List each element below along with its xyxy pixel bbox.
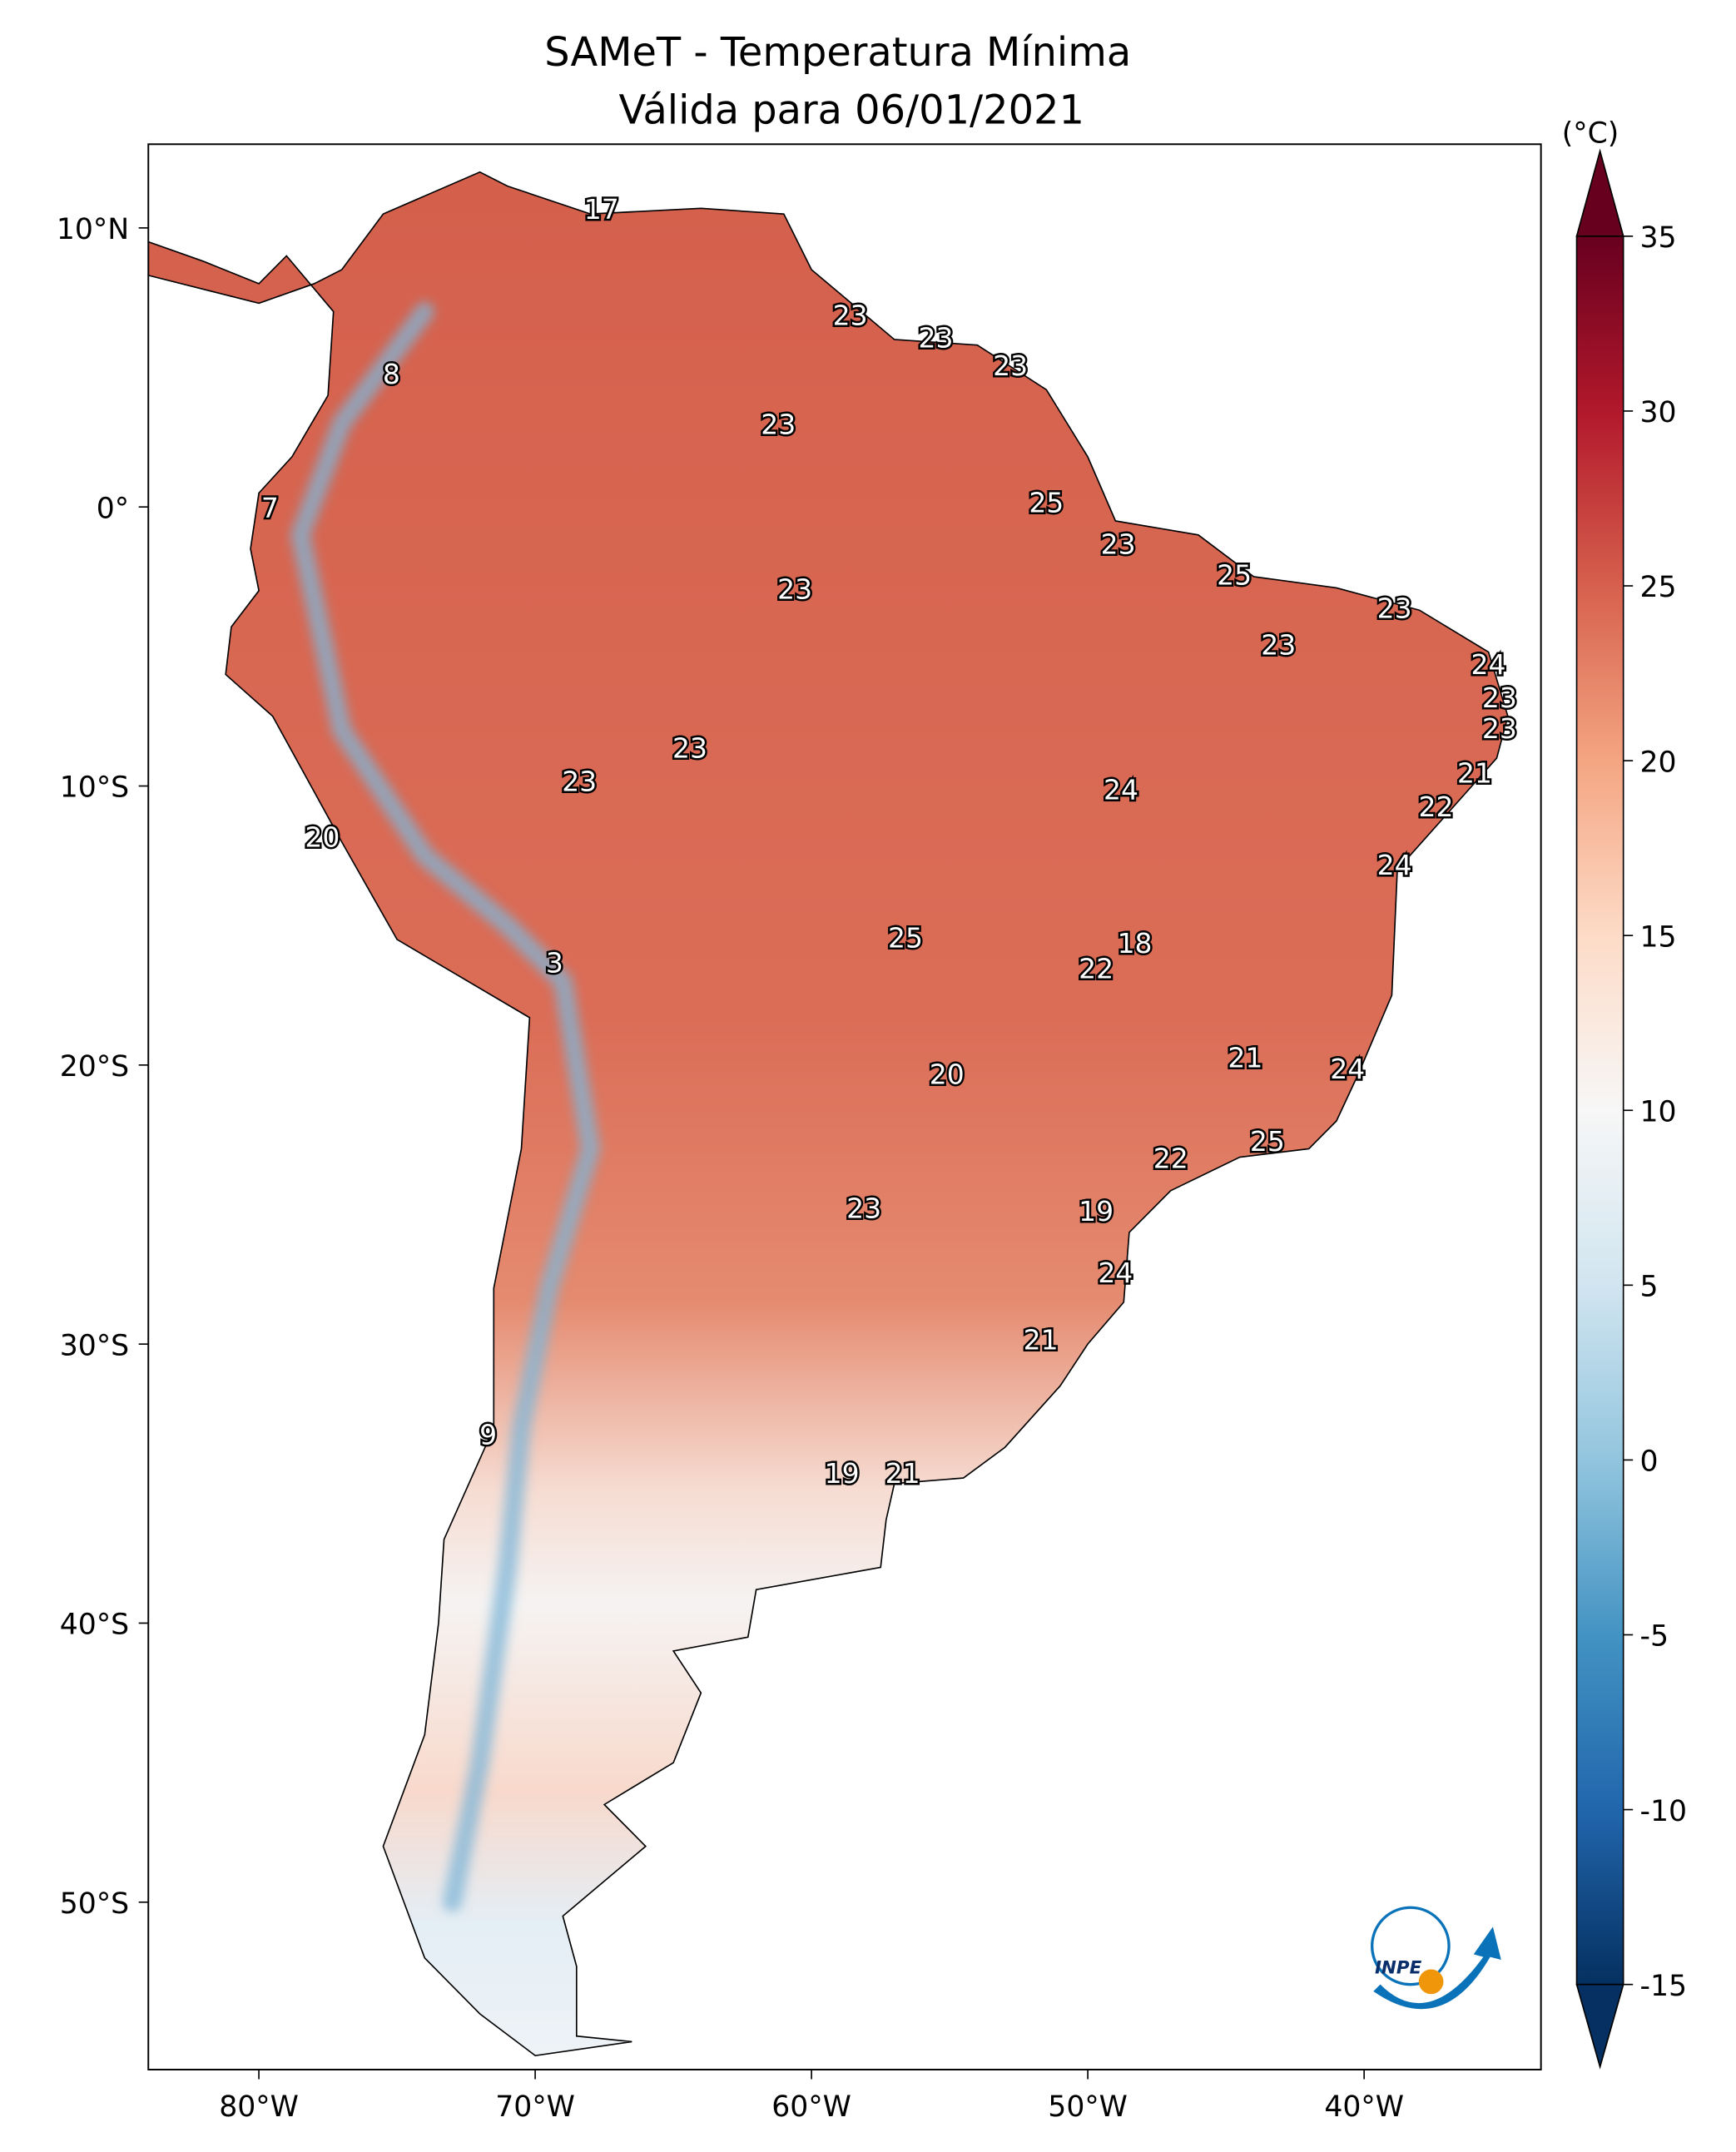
- temperature-label: 7: [261, 492, 279, 524]
- temperature-label: 23: [777, 573, 812, 605]
- temperature-label: 24: [1104, 774, 1138, 806]
- temperature-label: 23: [833, 300, 868, 332]
- temperature-label: 23: [919, 322, 954, 355]
- temperature-label: 18: [1118, 927, 1153, 959]
- colorbar-tick-label: -15: [1639, 1970, 1687, 2003]
- temperature-label: 24: [1330, 1053, 1365, 1085]
- temperature-label: 21: [1024, 1323, 1059, 1356]
- colorbar-ticks: 35 30 25 20 15 10 5 0 -5 -10 -15: [1623, 221, 1687, 2003]
- temperature-label: 23: [672, 731, 707, 764]
- longitude-ticks: 80°W 70°W 60°W 50°W 40°W: [219, 2069, 1404, 2124]
- temperature-label: 20: [930, 1059, 965, 1091]
- temperature-label: 24: [1471, 648, 1506, 681]
- lat-tick-label: 20°S: [60, 1050, 129, 1083]
- temperature-label: 21: [1228, 1042, 1262, 1074]
- colorbar-unit: (°C): [1562, 117, 1619, 151]
- map-panel: 1787232323232523252323232423232122242423…: [148, 171, 1519, 2057]
- lat-tick-label: 10°N: [57, 213, 129, 246]
- latitude-ticks: 10°N 0° 10°S 20°S 30°S 40°S 50°S: [57, 213, 149, 1921]
- temperature-label: 23: [1261, 628, 1296, 661]
- lat-tick-label: 40°S: [60, 1609, 129, 1642]
- lat-tick-label: 0°: [97, 492, 129, 525]
- colorbar-body: [1575, 236, 1624, 1986]
- colorbar: (°C) 35 30 25 20 15 10 5 0 -5 -10 -15: [1562, 117, 1687, 2070]
- temperature-label: 22: [1079, 952, 1114, 984]
- temperature-label: 23: [1101, 528, 1136, 561]
- temperature-label: 23: [562, 766, 597, 798]
- colorbar-tick-label: 30: [1639, 396, 1676, 429]
- temperature-label: 3: [546, 947, 563, 979]
- colorbar-tick-label: 20: [1639, 746, 1676, 779]
- temperature-label: 20: [305, 821, 340, 854]
- title-line-1: SAMeT - Temperatura Mínima: [544, 30, 1131, 76]
- temperature-label: 19: [825, 1457, 860, 1490]
- inpe-logo-text: INPE: [1375, 1957, 1422, 1978]
- temperature-label: 23: [1482, 682, 1517, 714]
- temperature-label: 23: [846, 1193, 881, 1225]
- colorbar-tick-label: 0: [1639, 1445, 1658, 1479]
- south-america-land: [148, 171, 1509, 2057]
- colorbar-tick-label: 10: [1639, 1095, 1676, 1128]
- title-line-2: Válida para 06/01/2021: [618, 88, 1084, 134]
- lon-tick-label: 50°W: [1048, 2090, 1128, 2124]
- lon-tick-label: 70°W: [495, 2090, 575, 2124]
- temperature-label: 25: [1217, 559, 1252, 592]
- colorbar-tick-label: -10: [1639, 1795, 1687, 1828]
- colorbar-tick-label: 5: [1639, 1271, 1658, 1304]
- colorbar-tick-label: 35: [1639, 221, 1676, 255]
- temperature-label: 25: [888, 921, 923, 954]
- temperature-label: 22: [1418, 791, 1453, 823]
- colorbar-max-extend: [1575, 148, 1624, 237]
- temperature-label: 23: [1377, 593, 1412, 625]
- lat-tick-label: 10°S: [60, 771, 129, 805]
- temperature-label: 19: [1079, 1195, 1114, 1227]
- temperature-label: 23: [993, 350, 1028, 382]
- lat-tick-label: 30°S: [60, 1329, 129, 1362]
- lon-tick-label: 40°W: [1324, 2090, 1404, 2124]
- temperature-label: 24: [1098, 1257, 1133, 1289]
- colorbar-tick-label: 25: [1639, 571, 1676, 604]
- temperature-label: 17: [584, 193, 619, 226]
- temperature-label: 21: [885, 1457, 920, 1490]
- lon-tick-label: 80°W: [219, 2090, 299, 2124]
- temperature-label: 23: [1482, 712, 1517, 745]
- lon-tick-label: 60°W: [771, 2090, 851, 2124]
- station-labels: 1787232323232523252323232423232122242423…: [259, 191, 1519, 1492]
- colorbar-min-extend: [1575, 1983, 1624, 2070]
- andes-cold-band: [290, 301, 601, 1912]
- colorbar-tick-label: 15: [1639, 920, 1676, 954]
- temperature-label: 23: [761, 408, 796, 440]
- temperature-label: 9: [479, 1418, 497, 1450]
- temperature-label: 25: [1029, 486, 1064, 518]
- temperature-label: 22: [1153, 1142, 1188, 1174]
- inpe-logo: INPE: [1371, 1906, 1501, 2010]
- map-frame: [147, 143, 1542, 2070]
- temperature-label: 21: [1457, 757, 1492, 790]
- temperature-label: 24: [1377, 849, 1412, 881]
- lat-tick-label: 50°S: [60, 1887, 129, 1921]
- temperature-label: 8: [383, 358, 400, 390]
- temperature-label: 25: [1250, 1125, 1285, 1158]
- colorbar-tick-label: -5: [1639, 1620, 1669, 1654]
